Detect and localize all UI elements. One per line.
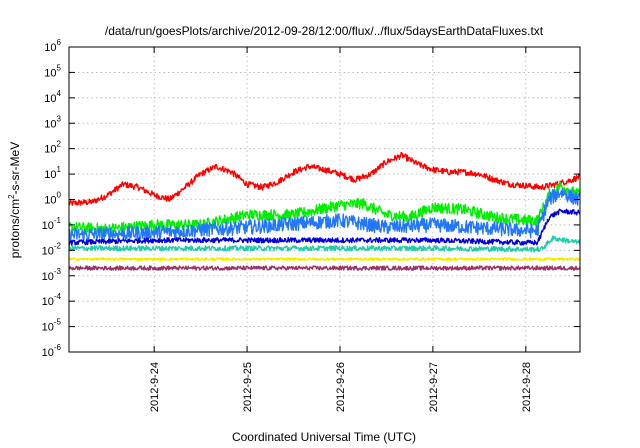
axis-ticks <box>69 46 580 353</box>
series-line-5 <box>69 235 580 253</box>
series-line-4 <box>69 208 580 246</box>
y-axis-label: protons/cm2-s-sr-MeV <box>7 142 22 258</box>
y-tick-label: 10-6 <box>42 343 62 359</box>
grid <box>69 47 580 352</box>
x-tick-label: 2012-9-28 <box>521 362 533 412</box>
x-axis-label: Coordinated Universal Time (UTC) <box>232 430 416 444</box>
y-tick-label: 10-5 <box>42 318 62 334</box>
y-tick-label: 105 <box>44 63 61 79</box>
y-tick-label: 10-1 <box>42 216 62 232</box>
y-tick-label: 10-2 <box>42 241 62 257</box>
x-tick-label: 2012-9-26 <box>335 362 347 412</box>
chart-title: /data/run/goesPlots/archive/2012-09-28/1… <box>105 24 544 38</box>
y-tick-label: 10-4 <box>42 292 62 308</box>
y-tick-labels: 10-6 10-5 10-4 10-3 10-2 10-1 100 101 102 103 104 1… <box>42 38 62 359</box>
series-line-3 <box>69 188 580 243</box>
series-group <box>69 151 580 271</box>
series-line-1 <box>69 151 580 206</box>
y-tick-label: 104 <box>44 89 61 105</box>
y-tick-label: 10-3 <box>42 267 62 283</box>
y-tick-label: 101 <box>44 165 61 181</box>
x-tick-label: 2012-9-25 <box>242 362 254 412</box>
series-line-2 <box>69 181 580 235</box>
x-tick-label: 2012-9-27 <box>428 362 440 412</box>
series-line-6 <box>69 257 580 262</box>
y-tick-label: 100 <box>44 191 61 207</box>
series-line-7 <box>69 265 580 271</box>
x-tick-label: 2012-9-24 <box>149 362 161 412</box>
x-tick-labels: 2012-9-24 2012-9-25 2012-9-26 2012-9-27 2012… <box>149 362 533 412</box>
y-tick-label: 102 <box>44 140 61 156</box>
y-tick-label: 106 <box>44 38 61 54</box>
y-tick-label: 103 <box>44 114 61 130</box>
